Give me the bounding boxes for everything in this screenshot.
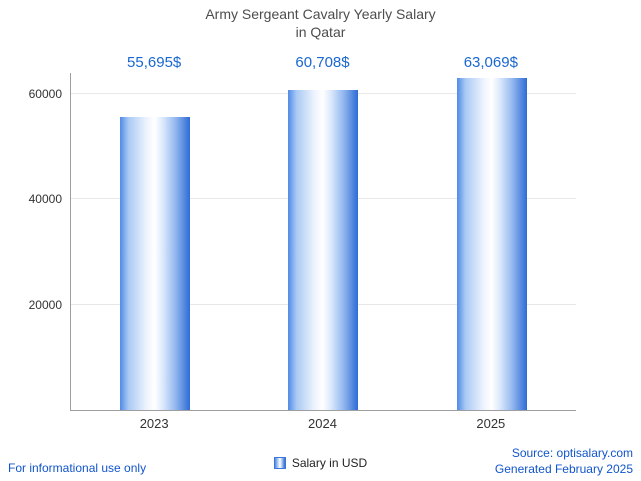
bar-slot <box>408 73 576 410</box>
chart-title-line2: in Qatar <box>295 23 346 40</box>
bar-value-label-2023: 55,695$ <box>127 54 182 71</box>
legend-label: Salary in USD <box>291 456 368 470</box>
y-axis-tick-label: 20000 <box>28 297 62 312</box>
bar-value-labels-row: 55,695$ 60,708$ 63,069$ <box>70 54 575 71</box>
chart-title-line1: Army Sergeant Cavalry Yearly Salary <box>205 6 436 22</box>
x-axis-labels-row: 2023 2024 2025 <box>70 416 575 431</box>
bar-slot <box>71 73 239 410</box>
legend-swatch-icon <box>273 457 286 469</box>
bar-2024[interactable] <box>288 90 359 410</box>
chart-title: Army Sergeant Cavalry Yearly Salary in Q… <box>0 6 641 42</box>
bar-value-label-2025: 63,069$ <box>463 54 518 71</box>
y-axis-tick-label: 60000 <box>28 87 62 102</box>
plot-area: 20000 40000 60000 <box>29 73 576 411</box>
legend: Salary in USD <box>0 456 641 470</box>
bar-2025[interactable] <box>456 77 527 410</box>
x-axis-label-2023: 2023 <box>139 416 169 431</box>
bar-value-label-2024: 60,708$ <box>295 54 350 71</box>
source-link[interactable]: Source: optisalary.com <box>511 445 633 460</box>
x-axis-label-2024: 2024 <box>308 416 337 431</box>
footer-source-block: Source: optisalary.com Generated Februar… <box>495 445 633 477</box>
x-axis-label-2025: 2025 <box>476 416 506 431</box>
y-axis-tick-label: 40000 <box>28 192 62 207</box>
bar-slot <box>239 73 407 410</box>
bar-2023[interactable] <box>120 116 191 410</box>
disclaimer-text: For informational use only <box>8 461 147 475</box>
bars-container <box>71 73 576 410</box>
generated-date: Generated February 2025 <box>494 461 633 476</box>
